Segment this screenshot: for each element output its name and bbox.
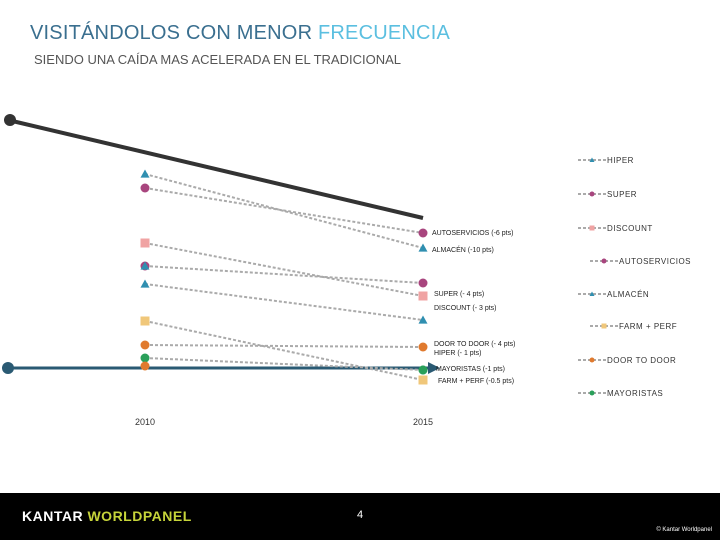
legend-label-super: SUPER bbox=[607, 190, 637, 199]
x-tick-2010: 2010 bbox=[135, 417, 155, 427]
x-axis-arrowhead bbox=[428, 362, 440, 374]
brand-worldpanel: WORLDPANEL bbox=[87, 508, 192, 524]
kantar-logo: KANTAR WORLDPANEL bbox=[22, 508, 192, 524]
series-line-mayoristas bbox=[144, 357, 424, 371]
series-line-farm-perf bbox=[144, 320, 424, 381]
brand-kantar: KANTAR bbox=[22, 508, 88, 524]
annotation-door-to-door-4-pts: DOOR TO DOOR (- 4 pts) bbox=[434, 341, 515, 348]
series-line-hiper bbox=[144, 173, 424, 249]
legend-label-mayoristas: MAYORISTAS bbox=[607, 389, 663, 398]
slide-title: VISITÁNDOLOS CON MENOR FRECUENCIA bbox=[30, 22, 450, 45]
point-2015-door-to-door bbox=[418, 342, 428, 352]
annotation-discount-3-pts: DISCOUNT (- 3 pts) bbox=[434, 305, 497, 312]
annotation-farm-perf-0-5-pts: FARM + PERF (-0.5 pts) bbox=[438, 378, 514, 385]
point-2010-super bbox=[140, 183, 150, 193]
total-start-point bbox=[4, 114, 16, 126]
series-line-super bbox=[144, 187, 424, 234]
legend-marker-farm-perf bbox=[601, 323, 607, 329]
annotation-mayoristas-1-pts: MAYORISTAS (-1 pts) bbox=[436, 366, 505, 373]
point-2010-farm-perf bbox=[140, 316, 150, 326]
point-2010-door-to-door bbox=[140, 340, 150, 350]
title-main: VISITÁNDOLOS CON MENOR bbox=[30, 22, 318, 44]
point-2015-super bbox=[418, 228, 428, 238]
legend-marker-super bbox=[589, 191, 595, 197]
page-number: 4 bbox=[357, 509, 364, 521]
legend-marker-mayoristas bbox=[589, 390, 595, 396]
chart-svg: AUTOSERVICIOS (-6 pts) ALMACÉN (-10 pts) S… bbox=[2, 114, 691, 427]
copyright-notice: © Kantar Worldpanel bbox=[656, 527, 712, 533]
point-2015-discount bbox=[418, 291, 428, 301]
footer-bar: KANTAR WORLDPANEL 4 © Kantar Worldpanel bbox=[0, 493, 720, 540]
legend-marker-discount bbox=[589, 225, 595, 231]
series-line-almac-n bbox=[144, 283, 424, 321]
legend-marker-door-to-door bbox=[589, 357, 595, 363]
legend-label-autoservicios: AUTOSERVICIOS bbox=[619, 257, 691, 266]
point-2010-almac-n bbox=[140, 279, 150, 288]
legend-label-farm-perf: FARM + PERF bbox=[619, 322, 677, 331]
legend-label-hiper: HIPER bbox=[607, 156, 634, 165]
series-line-door-to-door bbox=[144, 344, 424, 348]
slope-chart: AUTOSERVICIOS (-6 pts) ALMACÉN (-10 pts) S… bbox=[0, 103, 720, 455]
annotation-almac-n-10-pts: ALMACÉN (-10 pts) bbox=[432, 245, 494, 254]
point-2015-almac-n bbox=[418, 315, 428, 324]
extra-point-1 bbox=[418, 365, 428, 375]
legend-label-almac-n: ALMACÉN bbox=[607, 290, 649, 299]
extra-point-2 bbox=[140, 361, 150, 371]
legend-label-discount: DISCOUNT bbox=[607, 224, 653, 233]
point-2015-autoservicios bbox=[418, 278, 428, 288]
title-accent: FRECUENCIA bbox=[317, 22, 450, 44]
x-axis-start-point bbox=[2, 362, 14, 374]
slide-subtitle: SIENDO UNA CAÍDA MAS ACELERADA EN EL TRA… bbox=[34, 52, 401, 67]
legend-marker-autoservicios bbox=[601, 258, 607, 264]
legend-marker-hiper bbox=[589, 157, 595, 162]
annotation-autoservicios-6-pts: AUTOSERVICIOS (-6 pts) bbox=[432, 230, 513, 237]
legend-label-door-to-door: DOOR TO DOOR bbox=[607, 356, 676, 365]
x-tick-2015: 2015 bbox=[413, 417, 433, 427]
point-2010-discount bbox=[140, 238, 150, 248]
point-2010-mayoristas bbox=[140, 353, 150, 363]
legend-marker-almac-n bbox=[589, 291, 595, 296]
series-line-discount bbox=[144, 242, 424, 297]
point-2015-farm-perf bbox=[418, 375, 428, 385]
total-trend-line bbox=[7, 118, 424, 220]
point-2015-hiper bbox=[418, 243, 428, 252]
extra-point-0 bbox=[140, 261, 150, 270]
series-line-autoservicios bbox=[144, 265, 424, 284]
annotation-hiper-1-pts: HIPER (- 1 pts) bbox=[434, 350, 481, 357]
annotation-super-4-pts: SUPER (- 4 pts) bbox=[434, 291, 484, 298]
point-2010-hiper bbox=[140, 169, 150, 178]
